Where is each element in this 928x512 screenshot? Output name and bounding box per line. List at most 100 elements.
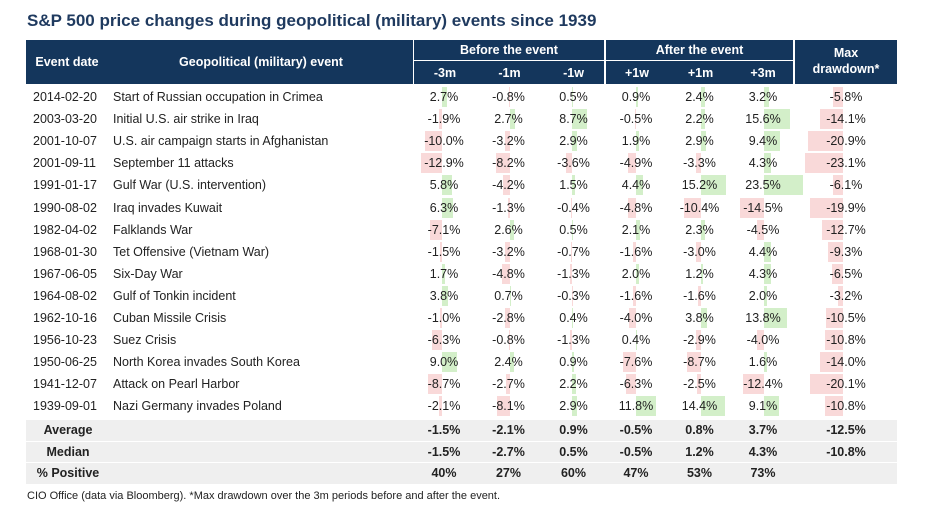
value-cell: 0.7% [494, 288, 523, 303]
event-name: Tet Offensive (Vietnam War) [113, 244, 270, 259]
value-cell: -5.8% [829, 90, 863, 104]
data-bar [628, 197, 636, 218]
value-cell: -0.5% [619, 112, 653, 127]
value-cell: -10.8% [826, 333, 866, 348]
data-bar [569, 330, 572, 351]
value-cell: 1.7% [429, 266, 459, 281]
data-bar [442, 197, 453, 218]
value-cell: -4.5% [746, 222, 780, 237]
value-cell: 0.5% [559, 90, 588, 104]
summary-label: Median [46, 444, 90, 459]
data-bar [571, 197, 572, 218]
value-cell: 6.3% [429, 200, 459, 215]
event-name: Nazi Germany invades Poland [113, 399, 282, 414]
value-cell: 1.2% [685, 444, 714, 459]
event-date: 1939-09-01 [33, 399, 97, 414]
data-bar [825, 330, 843, 351]
value-cell: -2.9% [683, 333, 716, 348]
data-bar [825, 308, 843, 329]
value-cell: -7.6% [619, 355, 653, 370]
value-cell: -19.9% [826, 200, 866, 215]
header-before: Before the event [414, 40, 604, 60]
data-bar [572, 396, 577, 417]
data-bar [739, 197, 764, 218]
data-bar [505, 308, 510, 329]
value-cell: 1.9% [621, 134, 651, 149]
data-bar [698, 285, 701, 306]
data-bar [427, 374, 442, 395]
data-bar [696, 374, 701, 395]
value-cell: -9.3% [829, 244, 863, 259]
header-event-date: Event date [26, 40, 108, 84]
data-bar [764, 241, 772, 262]
data-bar [504, 241, 510, 262]
value-cell: -8.1% [492, 399, 525, 414]
data-bar [420, 153, 442, 174]
data-bar [809, 197, 843, 218]
data-bar [701, 396, 725, 417]
value-cell: 14.4% [681, 399, 718, 414]
value-cell: -14.5% [743, 200, 783, 215]
data-bar [635, 109, 636, 130]
value-cell: 0.5% [559, 444, 588, 459]
value-cell: -1.5% [427, 423, 461, 437]
value-cell: 15.6% [745, 112, 781, 127]
value-cell: 2.2% [685, 112, 714, 127]
event-name: September 11 attacks [113, 156, 234, 171]
subheader-1: -1m [476, 61, 543, 84]
value-cell: 4.4% [621, 178, 651, 193]
data-bar [442, 352, 457, 373]
data-bar [510, 285, 512, 306]
value-cell: -12.5% [826, 423, 866, 437]
data-bar [743, 374, 764, 395]
data-bar [809, 374, 843, 395]
group-separator [794, 40, 795, 484]
value-cell: 2.0% [621, 266, 651, 281]
event-name: Suez Crisis [113, 333, 177, 348]
value-cell: -12.9% [424, 156, 464, 171]
data-bar [636, 330, 637, 351]
value-cell: -6.5% [829, 266, 863, 281]
summary-row [26, 441, 897, 463]
data-bar [572, 109, 587, 130]
value-cell: -1.0% [427, 311, 461, 325]
data-bar [764, 285, 768, 306]
data-bar [442, 87, 447, 108]
value-cell: -1.5% [427, 244, 461, 259]
value-cell: -0.3% [557, 288, 590, 303]
data-bar [837, 285, 843, 306]
event-name: Attack on Pearl Harbor [113, 377, 240, 392]
data-bar [764, 396, 780, 417]
value-cell: -1.3% [557, 333, 590, 348]
value-cell: 11.8% [618, 399, 654, 414]
data-bar [701, 219, 705, 240]
value-cell: -1.3% [557, 266, 590, 281]
value-cell: 1.6% [748, 355, 778, 370]
data-bar [764, 175, 804, 196]
summary-label: % Positive [36, 466, 100, 481]
data-bar [764, 263, 772, 284]
data-bar [636, 131, 640, 152]
data-bar [764, 153, 772, 174]
value-cell: -4.9% [619, 156, 653, 171]
data-bar [425, 131, 442, 152]
event-name: U.S. air campaign starts in Afghanistan [113, 134, 329, 149]
value-cell: -2.1% [492, 423, 525, 437]
value-cell: 1.5% [559, 178, 588, 193]
data-bar [442, 285, 449, 306]
data-bar [505, 374, 510, 395]
data-bar [430, 219, 442, 240]
value-cell: -2.1% [427, 399, 461, 414]
data-bar [827, 241, 843, 262]
data-bar [572, 131, 577, 152]
value-cell: -14.1% [826, 112, 866, 127]
value-cell: 2.7% [494, 112, 523, 127]
value-cell: -4.8% [619, 200, 653, 215]
value-cell: 2.9% [559, 134, 588, 149]
data-bar [431, 330, 442, 351]
value-cell: 47% [623, 466, 649, 481]
data-bar [636, 87, 638, 108]
subheader-0: -3m [414, 61, 476, 84]
value-cell: -0.5% [619, 423, 653, 437]
data-bar [440, 308, 442, 329]
